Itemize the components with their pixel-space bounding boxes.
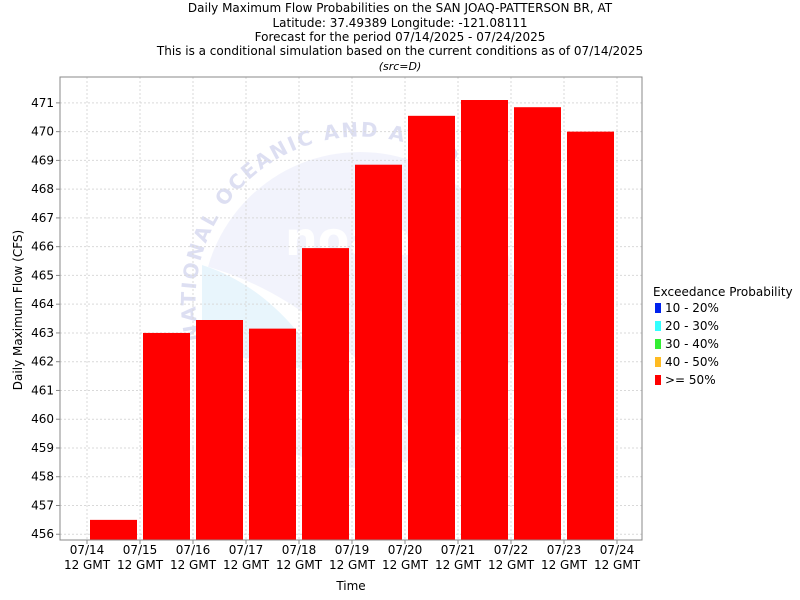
x-tick-label-time: 12 GMT	[64, 558, 111, 572]
x-tick-label-time: 12 GMT	[276, 558, 323, 572]
y-tick-label: 468	[31, 182, 54, 196]
legend-swatch	[655, 357, 661, 367]
x-tick-label-date: 07/24	[600, 543, 635, 557]
y-tick-label: 459	[31, 441, 54, 455]
legend-label: 40 - 50%	[665, 355, 719, 369]
x-tick-label-date: 07/14	[70, 543, 105, 557]
bar	[514, 107, 561, 541]
chart-title-line: Forecast for the period 07/14/2025 - 07/…	[255, 30, 546, 44]
x-tick-label-date: 07/17	[229, 543, 264, 557]
chart-subtitle: (src=D)	[379, 60, 422, 73]
bar	[143, 332, 190, 540]
x-axis-title: Time	[335, 579, 365, 593]
bar	[90, 519, 137, 540]
y-tick-label: 467	[31, 211, 54, 225]
y-tick-label: 456	[31, 527, 54, 541]
x-tick-label-date: 07/20	[388, 543, 423, 557]
bar	[249, 328, 296, 540]
x-tick-label-time: 12 GMT	[382, 558, 429, 572]
y-tick-label: 463	[31, 326, 54, 340]
legend-label: 20 - 30%	[665, 319, 719, 333]
x-tick-label-date: 07/21	[441, 543, 476, 557]
bar	[355, 164, 402, 540]
y-tick-label: 469	[31, 153, 54, 167]
x-tick-label-date: 07/16	[176, 543, 211, 557]
y-tick-label: 457	[31, 498, 54, 512]
legend-label: 10 - 20%	[665, 301, 719, 315]
x-tick-label-time: 12 GMT	[329, 558, 376, 572]
x-tick-label-date: 07/22	[494, 543, 529, 557]
x-tick-label-time: 12 GMT	[170, 558, 217, 572]
y-tick-label: 466	[31, 240, 54, 254]
chart-title-line: Latitude: 37.49389 Longitude: -121.08111	[272, 16, 527, 30]
y-tick-label: 460	[31, 412, 54, 426]
y-tick-label: 470	[31, 125, 54, 139]
legend-title: Exceedance Probability	[653, 285, 793, 299]
legend-swatch	[655, 303, 661, 313]
y-tick-label: 462	[31, 355, 54, 369]
y-axis-title: Daily Maximum Flow (CFS)	[11, 230, 25, 390]
x-tick-label-time: 12 GMT	[594, 558, 641, 572]
x-tick-label-time: 12 GMT	[435, 558, 482, 572]
bar	[302, 248, 349, 540]
legend-swatch	[655, 339, 661, 349]
legend-swatch	[655, 375, 661, 385]
x-tick-label-time: 12 GMT	[223, 558, 270, 572]
bar	[567, 131, 614, 540]
bar	[461, 100, 508, 540]
y-tick-label: 458	[31, 470, 54, 484]
plot-border	[59, 76, 643, 541]
legend-swatch	[655, 321, 661, 331]
x-tick-label-date: 07/15	[123, 543, 158, 557]
bar	[408, 115, 455, 540]
legend-label: >= 50%	[665, 373, 716, 387]
x-tick-label-time: 12 GMT	[541, 558, 588, 572]
chart-title-line: This is a conditional simulation based o…	[156, 44, 643, 58]
x-tick-label-date: 07/19	[335, 543, 370, 557]
chart-title-line: Daily Maximum Flow Probabilities on the …	[188, 1, 613, 15]
y-tick-label: 461	[31, 383, 54, 397]
x-tick-label-time: 12 GMT	[488, 558, 535, 572]
x-tick-label-time: 12 GMT	[117, 558, 164, 572]
bar	[196, 320, 243, 540]
y-tick-label: 465	[31, 268, 54, 282]
y-tick-label: 471	[31, 96, 54, 110]
y-tick-label: 464	[31, 297, 54, 311]
x-tick-label-date: 07/18	[282, 543, 317, 557]
x-tick-label-date: 07/23	[547, 543, 582, 557]
legend-label: 30 - 40%	[665, 337, 719, 351]
